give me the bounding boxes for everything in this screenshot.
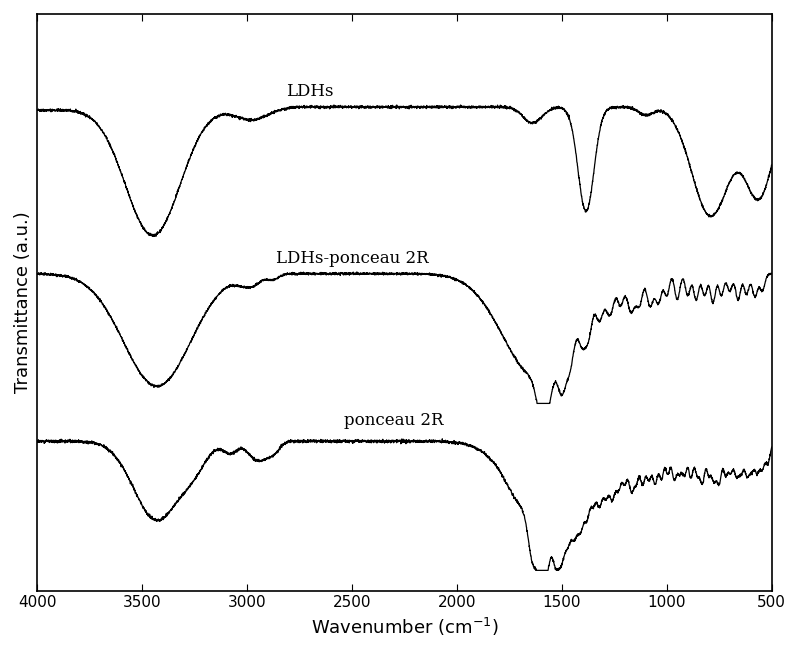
Text: ponceau 2R: ponceau 2R bbox=[344, 411, 444, 429]
Text: LDHs: LDHs bbox=[286, 83, 334, 100]
X-axis label: Wavenumber (cm$^{-1}$): Wavenumber (cm$^{-1}$) bbox=[310, 616, 498, 638]
Text: LDHs-ponceau 2R: LDHs-ponceau 2R bbox=[276, 250, 429, 267]
Y-axis label: Transmittance (a.u.): Transmittance (a.u.) bbox=[14, 211, 32, 393]
